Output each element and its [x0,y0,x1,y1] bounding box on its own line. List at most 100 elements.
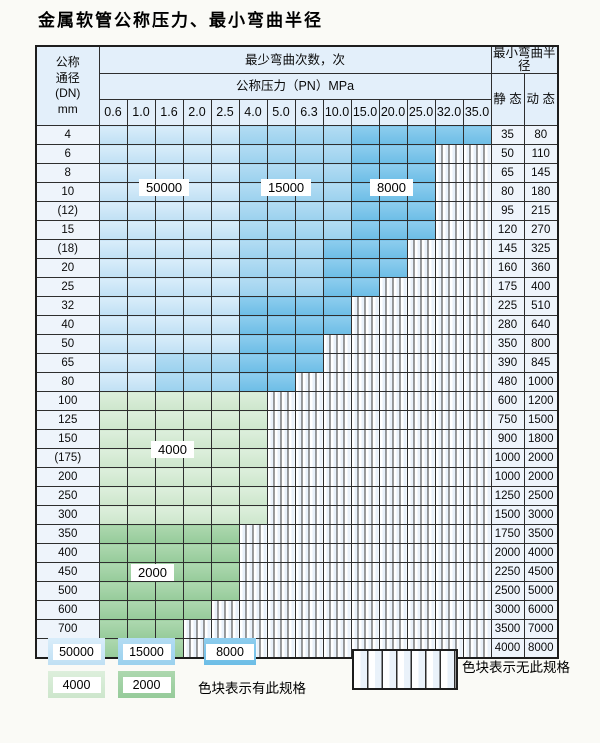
spec-cell-g1 [126,505,156,526]
no-spec-cell [294,486,324,507]
no-spec-cell [378,391,408,412]
zone-label-2000: 2000 [131,564,174,581]
no-spec-cell [434,144,464,165]
spec-cell-b3 [322,296,352,317]
no-spec-cell [350,543,380,564]
spec-cell-b1 [126,125,156,146]
no-spec-cell [378,296,408,317]
dn-cell: 20 [35,258,100,279]
spec-cell-b1 [98,372,128,393]
dn-cell: 125 [35,410,100,431]
table-row: 100 600 1200 [35,391,559,412]
spec-cell-g1 [126,467,156,488]
no-spec-cell [462,353,492,374]
dynamic-header: 动 态 [523,73,559,127]
no-spec-cell [406,296,436,317]
no-spec-cell [378,429,408,450]
no-spec-cell [350,410,380,431]
spec-cell-b3 [406,125,436,146]
no-spec-cell [266,562,296,583]
spec-cell-b2 [238,277,268,298]
no-spec-cell [462,448,492,469]
spec-cell-b1 [98,239,128,260]
pressure-col-header: 2.5 [210,99,240,127]
dn-cell: 450 [35,562,100,583]
spec-cell-g1 [182,467,212,488]
table-row: 4 35 80 [35,125,559,146]
spec-cell-b2 [210,372,240,393]
no-spec-cell [238,543,268,564]
spec-cell-b3 [238,353,268,374]
no-spec-cell [350,486,380,507]
dynamic-cell: 8000 [523,638,559,659]
spec-cell-b3 [266,315,296,336]
dn-cell: 100 [35,391,100,412]
spec-cell-b3 [434,125,464,146]
no-spec-cell [266,448,296,469]
spec-cell-b3 [294,315,324,336]
no-spec-cell [462,163,492,184]
no-spec-cell [294,429,324,450]
spec-cell-g2 [182,562,212,583]
zone-label-4000: 4000 [151,441,194,458]
spec-cell-g1 [182,391,212,412]
no-spec-cell [322,543,352,564]
spec-cell-b1 [210,277,240,298]
no-spec-cell [434,467,464,488]
spec-cell-b1 [154,277,184,298]
no-spec-cell [322,334,352,355]
zone-label-15000: 15000 [261,179,312,196]
no-spec-cell [434,581,464,602]
no-spec-cell [406,448,436,469]
spec-cell-b1 [98,144,128,165]
spec-cell-b2 [238,144,268,165]
dynamic-cell: 145 [523,163,559,184]
spec-cell-b3 [350,144,380,165]
spec-cell-b1 [154,220,184,241]
no-spec-cell [406,543,436,564]
static-cell: 900 [490,429,525,450]
static-cell: 1250 [490,486,525,507]
spec-cell-b1 [126,353,156,374]
spec-cell-b3 [350,201,380,222]
spec-cell-b2 [266,201,296,222]
no-spec-cell [322,467,352,488]
legend-hatch-swatch [352,649,458,690]
static-cell: 80 [490,182,525,203]
static-cell: 2000 [490,543,525,564]
spec-cell-g1 [98,448,128,469]
spec-cell-b3 [294,334,324,355]
no-spec-cell [434,543,464,564]
pressure-col-header: 5.0 [266,99,296,127]
spec-cell-b1 [182,296,212,317]
spec-cell-b1 [154,315,184,336]
dn-cell: 350 [35,524,100,545]
spec-cell-b2 [294,163,324,184]
no-spec-cell [462,372,492,393]
spec-cell-g2 [154,524,184,545]
no-spec-cell [406,315,436,336]
no-spec-cell [322,600,352,621]
dynamic-cell: 1500 [523,410,559,431]
dynamic-cell: 3000 [523,505,559,526]
no-spec-cell [462,220,492,241]
table-row: 600 3000 6000 [35,600,559,621]
no-spec-cell [210,600,240,621]
static-cell: 3500 [490,619,525,640]
table-row: 8 65 145 [35,163,559,184]
spec-cell-b1 [210,334,240,355]
pressure-col-header: 20.0 [378,99,408,127]
spec-cell-g1 [154,391,184,412]
dn-cell: (18) [35,239,100,260]
spec-cell-b1 [210,220,240,241]
table-row: 32 225 510 [35,296,559,317]
spec-cell-g2 [182,543,212,564]
spec-cell-b2 [154,372,184,393]
table-row: 400 2000 4000 [35,543,559,564]
table-row: 125 750 1500 [35,410,559,431]
no-spec-cell [322,619,352,640]
spec-cell-b2 [294,239,324,260]
dn-cell: 200 [35,467,100,488]
dynamic-cell: 4500 [523,562,559,583]
dynamic-cell: 360 [523,258,559,279]
